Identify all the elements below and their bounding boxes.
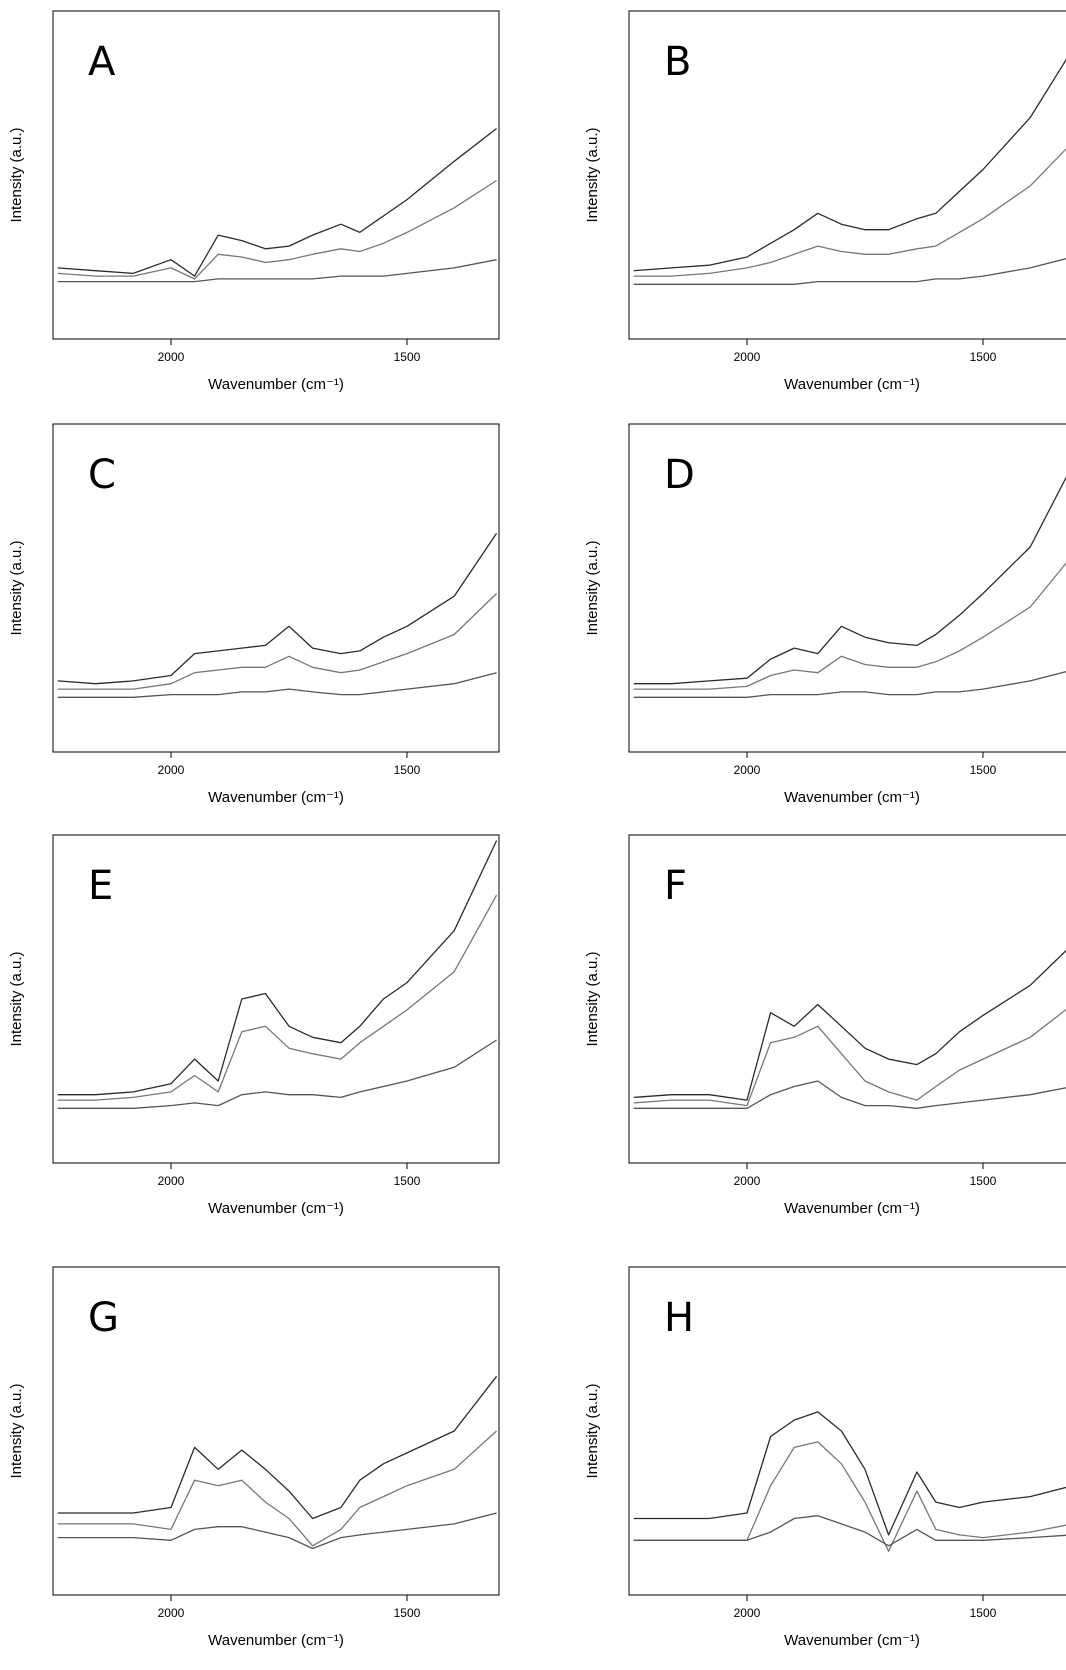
x-tick-label: 1500 bbox=[970, 763, 997, 777]
y-axis-label: Intensity (a.u.) bbox=[8, 127, 25, 222]
spectrum-line bbox=[633, 1008, 1066, 1107]
spectrum-line bbox=[633, 949, 1066, 1101]
x-tick-label: 2000 bbox=[158, 350, 185, 364]
spectrum-line bbox=[57, 1512, 497, 1550]
plot-frame bbox=[52, 10, 500, 340]
panel-label: A bbox=[88, 39, 116, 85]
spectrum-line bbox=[633, 476, 1066, 685]
spectrum-line bbox=[57, 1430, 498, 1547]
x-tick-label: 1500 bbox=[394, 1174, 421, 1188]
x-tick-label: 2000 bbox=[734, 350, 761, 364]
panel-label: C bbox=[88, 452, 116, 498]
x-tick-label: 2000 bbox=[158, 1606, 185, 1620]
x-axis-label: Wavenumber (cm⁻¹) bbox=[784, 376, 920, 393]
plot-frame bbox=[52, 423, 500, 753]
y-axis-label: Intensity (a.u.) bbox=[584, 127, 601, 222]
plot-frame bbox=[628, 10, 1066, 340]
spectrum-line bbox=[633, 1080, 1066, 1109]
x-axis-label: Wavenumber (cm⁻¹) bbox=[208, 376, 344, 393]
x-tick-label: 1500 bbox=[394, 763, 421, 777]
spectrum-line bbox=[633, 58, 1066, 272]
x-axis-label: Wavenumber (cm⁻¹) bbox=[208, 1200, 344, 1217]
x-axis-label: Wavenumber (cm⁻¹) bbox=[208, 1632, 344, 1649]
plot-frame bbox=[628, 834, 1066, 1164]
spectrum-line bbox=[633, 562, 1066, 690]
spectrum-line bbox=[633, 1411, 1066, 1536]
x-tick-label: 2000 bbox=[158, 763, 185, 777]
x-axis-label: Wavenumber (cm⁻¹) bbox=[784, 789, 920, 806]
spectrum-line bbox=[57, 179, 497, 280]
spectrum-line bbox=[57, 1375, 498, 1520]
spectrum-line bbox=[57, 532, 498, 685]
x-tick-label: 2000 bbox=[734, 1606, 761, 1620]
y-axis-label: Intensity (a.u.) bbox=[8, 951, 25, 1046]
x-tick-label: 2000 bbox=[158, 1174, 185, 1188]
spectrum-line bbox=[57, 672, 497, 698]
spectrum-line bbox=[633, 148, 1066, 277]
plot-frame bbox=[628, 1266, 1066, 1596]
panel-label: B bbox=[664, 39, 691, 85]
spectrum-line bbox=[633, 1441, 1066, 1552]
x-tick-label: 1500 bbox=[970, 1174, 997, 1188]
y-axis-label: Intensity (a.u.) bbox=[584, 540, 601, 635]
spectrum-line bbox=[633, 1515, 1066, 1547]
panel-label: H bbox=[664, 1295, 694, 1341]
y-axis-label: Intensity (a.u.) bbox=[8, 1383, 25, 1478]
x-tick-label: 1500 bbox=[970, 1606, 997, 1620]
x-tick-label: 2000 bbox=[734, 1174, 761, 1188]
x-tick-label: 1500 bbox=[394, 350, 421, 364]
spectrum-line bbox=[633, 258, 1066, 285]
plot-frame bbox=[628, 423, 1066, 753]
spectrum-line bbox=[57, 593, 498, 690]
spectrum-line bbox=[633, 671, 1066, 698]
spectrum-line bbox=[57, 894, 498, 1101]
plot-frame bbox=[52, 1266, 500, 1596]
y-axis-label: Intensity (a.u.) bbox=[584, 1383, 601, 1478]
panel-label: D bbox=[664, 452, 695, 498]
panel-label: F bbox=[664, 863, 687, 909]
spectrum-line bbox=[57, 127, 497, 277]
panel-label: G bbox=[88, 1295, 119, 1341]
y-axis-label: Intensity (a.u.) bbox=[584, 951, 601, 1046]
x-axis-label: Wavenumber (cm⁻¹) bbox=[208, 789, 344, 806]
spectrum-line bbox=[57, 840, 498, 1096]
plot-frame bbox=[52, 834, 500, 1164]
x-axis-label: Wavenumber (cm⁻¹) bbox=[784, 1632, 920, 1649]
y-axis-label: Intensity (a.u.) bbox=[8, 540, 25, 635]
x-tick-label: 2000 bbox=[734, 763, 761, 777]
panel-label: E bbox=[88, 863, 113, 909]
spectrum-line bbox=[57, 259, 497, 283]
spectrum-line bbox=[57, 1039, 497, 1109]
x-tick-label: 1500 bbox=[394, 1606, 421, 1620]
x-axis-label: Wavenumber (cm⁻¹) bbox=[784, 1200, 920, 1217]
x-tick-label: 1500 bbox=[970, 350, 997, 364]
